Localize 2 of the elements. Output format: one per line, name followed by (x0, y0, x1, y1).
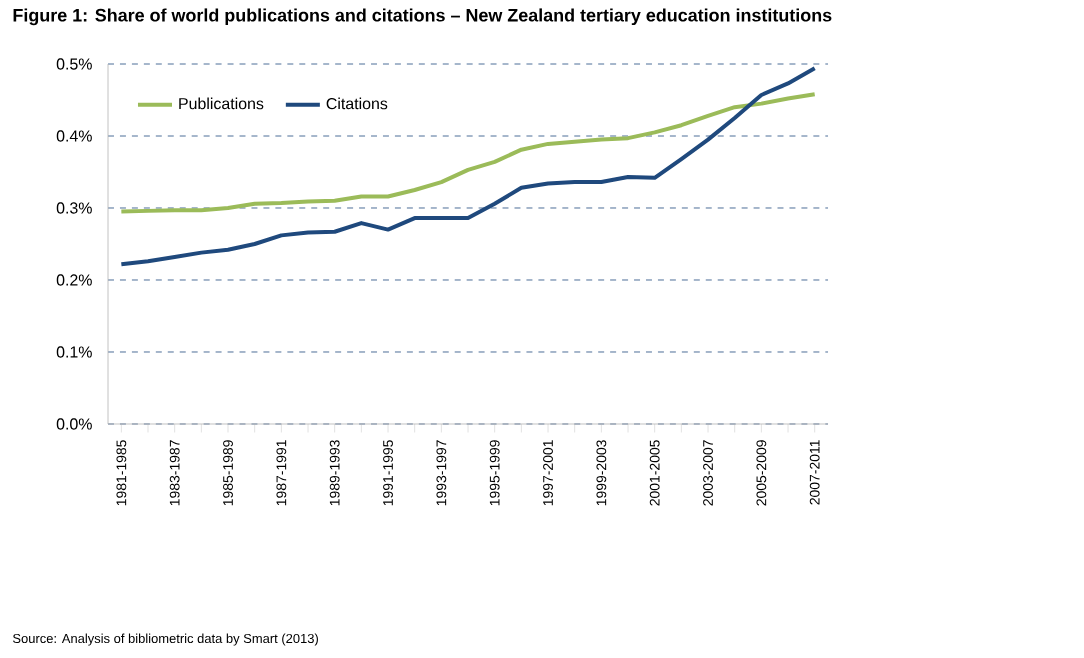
line-series (119, 92, 817, 214)
chart-title: Figure 1: Share of world publications and citations – New Zealand tertiary education institutions (13, 8, 832, 26)
